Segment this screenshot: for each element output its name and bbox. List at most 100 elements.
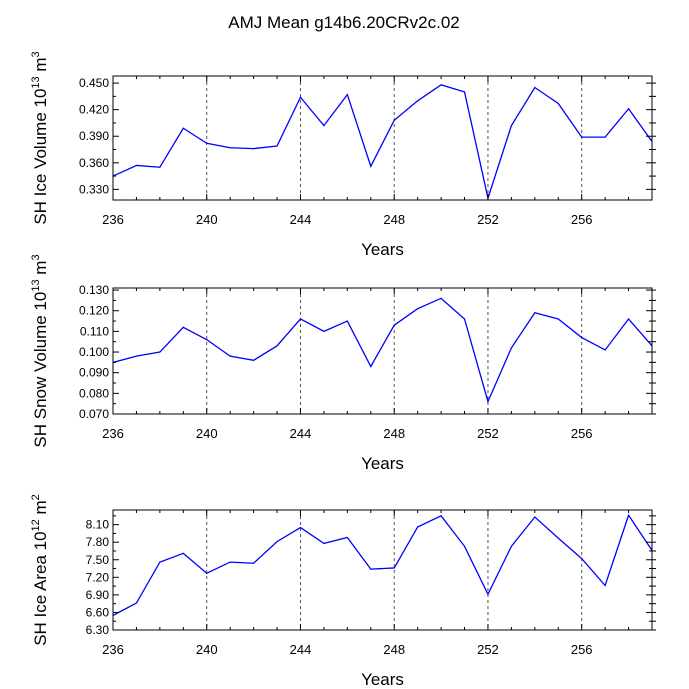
panel-2-x-tick-label: 252 [477, 426, 499, 441]
panel-3-data-point [299, 526, 302, 529]
panel-3-data-point [182, 552, 184, 554]
panel-1-data-point [182, 127, 184, 129]
panel-1-data-point [206, 142, 208, 144]
panel-2-data-point [206, 339, 208, 341]
panel-2-plot-frame [112, 287, 653, 415]
panel-2-data-point [182, 326, 184, 328]
panel-2-data-point [510, 347, 512, 349]
panel-1-y-tick-label: 0.330 [79, 182, 109, 196]
panel-1-data-point [440, 84, 442, 86]
panel-2-y-tick-label: 0.090 [79, 366, 109, 380]
panel-1-data-point [135, 164, 138, 167]
panel-3-data-point [135, 602, 138, 604]
panel-1-data-point [604, 136, 606, 138]
panel-2-data-point [323, 330, 325, 332]
panel-1-data-point [510, 125, 512, 127]
panel-2-data-point [276, 345, 278, 347]
panel-1-y-tick-label: 0.420 [79, 103, 109, 117]
panel-2-data-point [393, 324, 395, 326]
panel-3-data-point [440, 515, 442, 517]
y-axis-label-part: SH Ice Volume 10 [31, 89, 50, 225]
panel-2-data-point [229, 355, 231, 357]
panel-3-y-tick-label: 7.80 [86, 535, 110, 549]
panel-1-data-point [276, 145, 278, 147]
panel-2-data-point [463, 318, 466, 320]
panel-3-data-point [346, 536, 348, 539]
chart-title: AMJ Mean g14b6.20CRv2c.02 [228, 13, 460, 32]
panel-1-plot-frame [112, 75, 653, 201]
panel-3-data-point [229, 561, 231, 563]
panel-3-data-point [253, 562, 255, 564]
y-axis-unit-exponent: 3 [30, 254, 42, 260]
panel-2-y-tick-label: 0.100 [79, 345, 109, 359]
panel-2-data-point [627, 318, 630, 320]
panel-3-data-point [627, 514, 630, 516]
panel-3-x-tick-label: 236 [102, 642, 124, 657]
panel-3-data-point [370, 568, 372, 570]
panel-2-y-tick-label: 0.070 [79, 407, 109, 421]
panel-2-data-point [557, 318, 559, 320]
panel-1-series-line [112, 84, 653, 201]
panel-3-x-tick-label: 244 [290, 642, 312, 657]
panel-3-data-point [323, 542, 325, 544]
y-axis-unit-exponent: 12 [30, 519, 42, 531]
panel-3-y-tick-label: 7.50 [86, 553, 110, 567]
panel-2-data-point [135, 355, 138, 357]
panel-3-data-point [276, 541, 278, 543]
panel-3-data-point [557, 537, 559, 539]
panel-2-data-point [604, 349, 606, 351]
panel-3-x-tick-label: 256 [571, 642, 593, 657]
panel-2-x-tick-label: 248 [383, 426, 405, 441]
panel-3-y-tick-label: 8.10 [86, 518, 110, 532]
panel-2-x-tick-label: 256 [571, 426, 593, 441]
y-axis-label-part: m [31, 57, 50, 76]
y-axis-label-part: m [31, 261, 50, 280]
panel-1-data-point [417, 100, 419, 102]
panel-1-data-point [393, 119, 395, 121]
panel-1-data-point [370, 165, 372, 167]
panel-2-data-point [487, 401, 489, 403]
panel-3-data-point [487, 593, 489, 595]
panel-2-data-point [370, 365, 372, 368]
panel-1-x-tick-label: 244 [290, 212, 312, 227]
panel-1-y-tick-label: 0.390 [79, 129, 109, 143]
y-axis-label-part: SH Ice Area 10 [31, 531, 50, 645]
panel-2-data-point [253, 359, 255, 361]
panel-1-data-point [253, 148, 255, 150]
panel-1-data-point [299, 96, 302, 98]
panel-3-x-tick-label: 252 [477, 642, 499, 657]
panel-3-data-point [417, 526, 419, 528]
panel-3-data-point [206, 572, 208, 574]
panel-2-data-point [440, 297, 442, 299]
panel-2-series-line [112, 297, 653, 404]
panel-2-y-tick-label: 0.120 [79, 304, 109, 318]
panel-2-y-tick-label: 0.130 [79, 283, 109, 297]
panel-3-series-line [112, 513, 653, 616]
panel-1-x-tick-label: 256 [571, 212, 593, 227]
panel-1-data-point [463, 91, 466, 93]
panel-3-data-point [393, 567, 395, 569]
panel-1-data-point [346, 94, 348, 96]
panel-2-data-point [417, 308, 419, 310]
panel-1-x-tick-label: 248 [383, 212, 405, 227]
panel-2-data-point [346, 320, 348, 322]
panel-1-y-tick-label: 0.450 [79, 76, 109, 90]
panel-3-y-tick-label: 6.90 [86, 588, 110, 602]
panel-1-y-tick-label: 0.360 [79, 156, 109, 170]
panel-3-data-point [534, 516, 536, 518]
panel-1-x-axis-label: Years [361, 240, 404, 259]
panel-3-y-tick-label: 7.20 [86, 570, 110, 584]
panel-2-y-tick-label: 0.110 [80, 324, 109, 338]
panel-1-data-point [627, 108, 630, 110]
panel-1-data-point [581, 136, 583, 138]
panel-1-y-axis-label: SH Ice Volume 1013 m3 [30, 51, 50, 224]
panel-1-x-tick-label: 240 [196, 212, 218, 227]
y-axis-unit-exponent: 3 [30, 51, 42, 57]
panel-3-plot-frame [112, 509, 653, 631]
panel-3-x-tick-label: 248 [383, 642, 405, 657]
panel-1-data-point [534, 86, 536, 89]
panel-2-data-point [534, 312, 536, 314]
panel-2-x-tick-label: 236 [102, 426, 124, 441]
panel-1-data-point [229, 147, 231, 149]
panel-2-x-tick-label: 244 [290, 426, 312, 441]
